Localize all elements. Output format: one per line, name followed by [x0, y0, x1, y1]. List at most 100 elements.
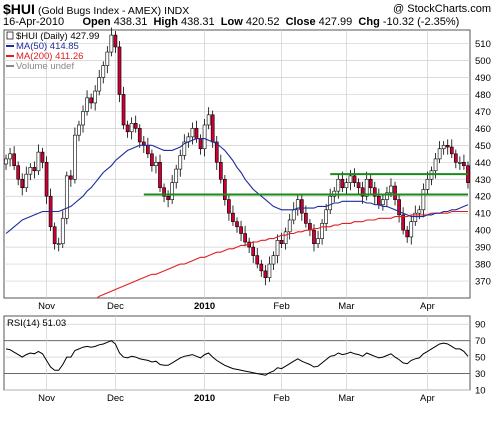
candle-body	[393, 186, 396, 200]
candle-body	[158, 162, 161, 187]
candle-body	[73, 135, 76, 179]
candle-body	[69, 176, 72, 179]
candle-body	[260, 264, 263, 271]
price-x-tick-label: Nov	[38, 301, 55, 312]
candle-body	[426, 179, 429, 189]
candle-body	[45, 162, 48, 196]
rsi-x-tick-label: Nov	[38, 393, 55, 404]
candle-body	[106, 52, 109, 66]
candle-body	[134, 123, 137, 128]
candle-body	[41, 152, 44, 162]
candle-body	[21, 179, 24, 187]
rsi-x-tick-label: Mar	[338, 393, 354, 404]
candle-body	[304, 213, 307, 223]
price-axis-tick-label: 420	[475, 192, 491, 203]
candle-body	[126, 125, 129, 132]
candle-body	[167, 196, 170, 199]
candle-body	[438, 149, 441, 159]
rsi-axis-tick-label: 90	[475, 320, 486, 331]
candle-body	[138, 128, 141, 142]
rsi-axis-tick-label: 30	[475, 369, 486, 380]
candle-body	[381, 200, 384, 205]
candle-body	[37, 152, 40, 171]
candle-body	[280, 240, 283, 243]
candle-body	[321, 223, 324, 238]
candle-body	[98, 77, 101, 91]
candle-body	[284, 232, 287, 244]
candle-body	[195, 128, 198, 138]
candle-body	[357, 183, 360, 188]
candle-body	[53, 227, 56, 244]
candle-body	[130, 123, 133, 131]
candle-body	[462, 162, 465, 165]
price-x-tick-label: Feb	[273, 301, 289, 312]
candle-body	[402, 215, 405, 230]
candle-body	[256, 256, 259, 264]
price-axis-tick-label: 510	[475, 39, 491, 50]
candle-body	[4, 159, 7, 164]
candle-body	[418, 210, 421, 213]
candle-body	[300, 200, 303, 214]
candle-body	[458, 162, 461, 163]
candle-body	[235, 222, 238, 227]
candle-body	[276, 240, 279, 255]
legend-candle-swatch	[7, 32, 13, 39]
candle-body	[442, 145, 445, 148]
price-axis-tick-label: 450	[475, 141, 491, 152]
candle-body	[398, 200, 401, 215]
candle-body	[90, 98, 93, 103]
candle-body	[77, 125, 80, 135]
candle-body	[211, 115, 214, 142]
candle-body	[231, 213, 234, 221]
candle-body	[377, 196, 380, 204]
candle-body	[244, 234, 247, 242]
candle-body	[29, 167, 32, 174]
candle-body	[227, 200, 230, 214]
candle-body	[154, 162, 157, 165]
candle-body	[61, 218, 64, 243]
rsi-x-tick-label: Feb	[273, 393, 289, 404]
candle-body	[33, 167, 36, 170]
candle-body	[17, 166, 20, 180]
candle-body	[406, 230, 409, 237]
rsi-x-tick-label: 2010	[194, 393, 215, 404]
candle-body	[337, 179, 340, 191]
candle-body	[312, 230, 315, 244]
candle-body	[9, 154, 12, 159]
rsi-axis-tick-label: 10	[475, 386, 486, 397]
price-axis-tick-label: 400	[475, 226, 491, 237]
price-axis-tick-label: 390	[475, 243, 491, 254]
candle-body	[349, 176, 352, 183]
candle-body	[325, 210, 328, 224]
rsi-axis-tick-label: 70	[475, 336, 486, 347]
candle-body	[65, 176, 68, 218]
rsi-axis-tick-label: 50	[475, 353, 486, 364]
price-legend-entry: Volume undef	[16, 61, 74, 72]
candle-body	[353, 176, 356, 183]
candle-body	[446, 145, 449, 147]
candle-body	[410, 222, 413, 237]
candle-body	[288, 220, 291, 232]
price-axis-tick-label: 370	[475, 277, 491, 288]
candle-body	[389, 186, 392, 193]
candle-body	[203, 125, 206, 149]
rsi-x-tick-label: Apr	[420, 393, 435, 404]
rsi-x-tick-label: Dec	[107, 393, 124, 404]
candle-body	[434, 159, 437, 171]
candle-body	[57, 244, 60, 245]
candle-body	[191, 128, 194, 136]
candle-body	[150, 154, 153, 166]
candle-body	[86, 98, 89, 112]
price-axis-tick-label: 490	[475, 73, 491, 84]
candle-body	[122, 94, 125, 125]
candle-body	[264, 271, 267, 278]
price-axis-tick-label: 380	[475, 260, 491, 271]
candle-body	[179, 156, 182, 170]
price-x-tick-label: Apr	[420, 301, 435, 312]
candle-body	[81, 111, 84, 125]
candle-body	[272, 256, 275, 264]
price-axis-tick-label: 410	[475, 209, 491, 220]
candle-body	[450, 147, 453, 154]
price-axis-tick-label: 460	[475, 124, 491, 135]
